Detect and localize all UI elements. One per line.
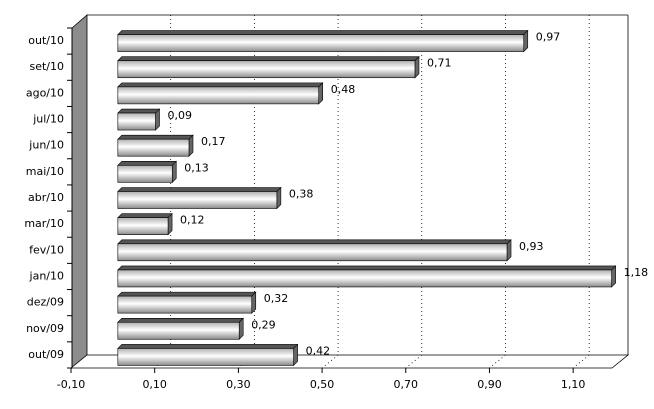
bar-top	[117, 344, 299, 349]
bar	[117, 138, 190, 157]
value-label: 0,71	[427, 57, 452, 70]
value-label: 0,42	[306, 344, 331, 357]
bar-end	[238, 317, 244, 340]
bar-top	[117, 213, 173, 218]
bar-top	[117, 239, 512, 245]
bar-end	[276, 186, 282, 210]
x-tick-label: 0,30	[226, 378, 251, 391]
left-wall	[71, 14, 88, 369]
bar	[117, 269, 612, 288]
value-label: 0,32	[264, 292, 289, 305]
x-tick-label: 0,50	[310, 378, 335, 391]
bar-top	[117, 291, 257, 297]
bar-end	[523, 29, 529, 53]
bar-end	[293, 343, 298, 367]
x-tick-label: 1,10	[561, 378, 586, 391]
bar	[117, 112, 156, 131]
bar-top	[117, 187, 282, 192]
bar	[117, 34, 525, 52]
bar	[117, 60, 416, 79]
value-label: 0,97	[536, 31, 561, 44]
y-tick-label: nov/09	[26, 322, 64, 335]
value-label: 0,29	[251, 318, 276, 331]
bar	[117, 295, 253, 314]
bar-top	[117, 317, 244, 323]
value-label: 0,13	[184, 161, 209, 174]
bar	[117, 191, 278, 209]
bar	[117, 321, 240, 340]
value-label: 0,12	[180, 214, 205, 227]
y-tick-label: set/10	[29, 60, 64, 73]
bar-top	[117, 134, 194, 140]
bar-top	[117, 161, 177, 166]
y-tick-label: fev/10	[29, 243, 64, 256]
y-tick-label: abr/10	[28, 191, 64, 204]
value-label: 0,09	[168, 109, 193, 122]
bar	[117, 165, 173, 183]
bar-end	[167, 212, 173, 236]
bar	[117, 86, 320, 105]
bar	[117, 348, 294, 366]
y-tick-label: mai/10	[26, 165, 64, 178]
bar-end	[188, 134, 194, 157]
bar-top	[117, 82, 324, 88]
x-tick-label: 0,90	[477, 378, 502, 391]
bar-top	[117, 56, 420, 62]
bar-top	[117, 30, 529, 35]
grid-line	[405, 15, 423, 369]
bar-end	[506, 239, 512, 262]
bar-top	[117, 265, 617, 271]
y-tick-label: ago/10	[26, 86, 64, 99]
y-tick-label: out/10	[28, 34, 64, 47]
y-tick-label: jun/10	[28, 139, 64, 152]
bar	[117, 217, 169, 235]
bar-top	[117, 108, 161, 114]
value-label: 0,38	[289, 188, 314, 201]
x-tick-label: -0,10	[57, 378, 85, 391]
value-label: 1,18	[624, 266, 649, 279]
bar-end	[171, 160, 177, 184]
x-tick-label: 0,10	[142, 378, 167, 391]
y-tick-label: jul/10	[32, 113, 64, 126]
bar-end	[414, 56, 420, 79]
bar-end	[611, 265, 616, 288]
x-tick-label: 0,70	[394, 378, 419, 391]
bar-end	[251, 291, 257, 314]
y-tick-label: mar/10	[24, 217, 64, 230]
y-tick-label: out/09	[28, 348, 64, 361]
value-label: 0,93	[519, 240, 544, 253]
y-tick-label: jan/10	[29, 269, 64, 282]
bar-end	[155, 108, 160, 131]
bar	[117, 243, 508, 262]
bar-end	[318, 82, 324, 105]
y-tick-label: dez/09	[27, 296, 64, 309]
value-label: 0,48	[331, 83, 356, 96]
value-label: 0,17	[201, 135, 226, 148]
